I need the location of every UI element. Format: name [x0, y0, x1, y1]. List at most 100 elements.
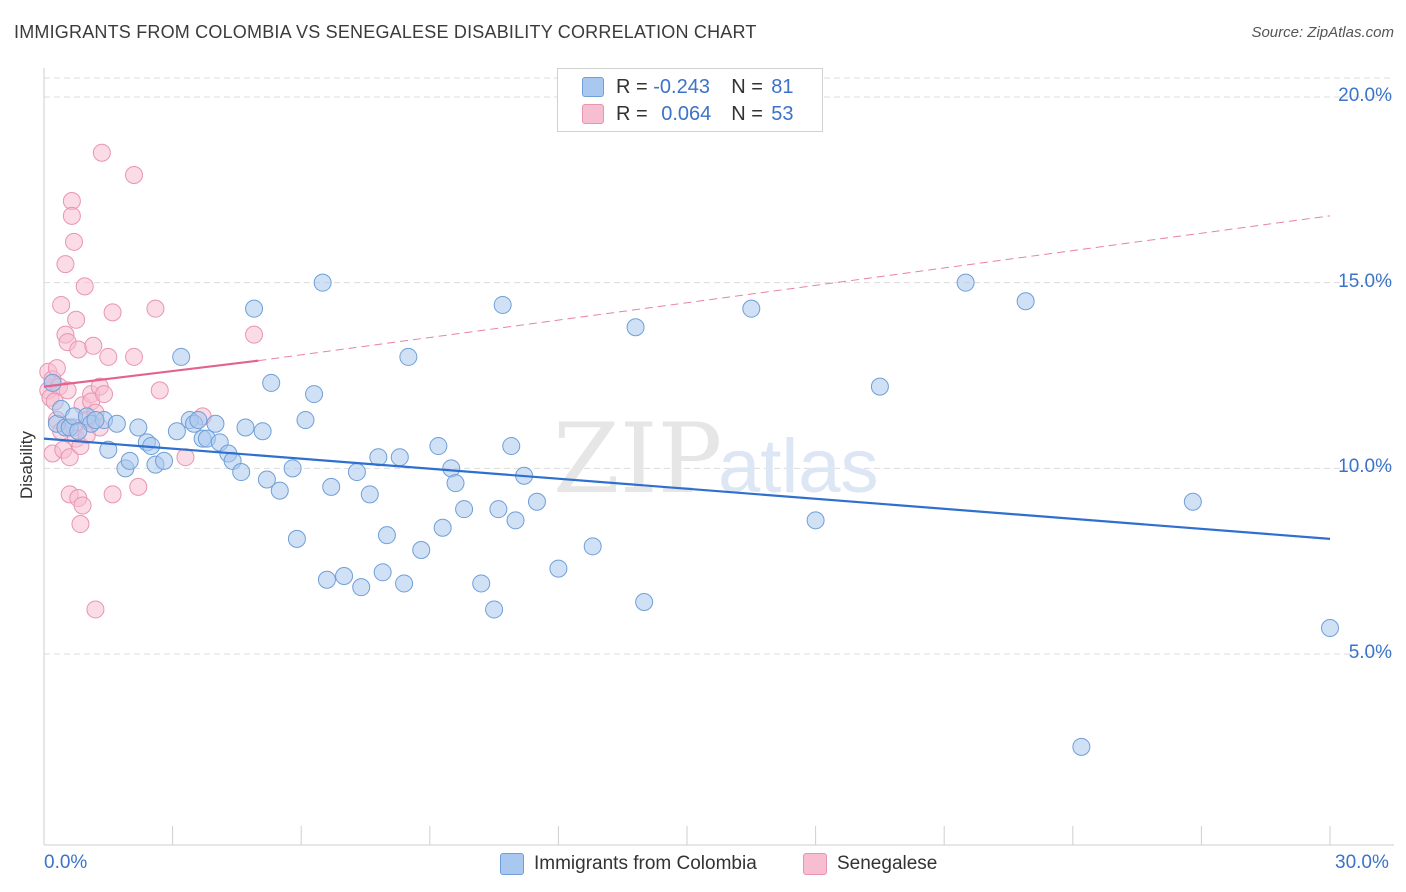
legend-r-value: -0.243 [653, 75, 710, 98]
colombia-point [583, 537, 602, 556]
senegalese-point [99, 347, 118, 366]
colombia-point [335, 567, 354, 586]
colombia-point [347, 463, 366, 482]
colombia-points [43, 273, 1339, 756]
colombia-point [262, 373, 281, 392]
colombia-point [395, 574, 414, 593]
senegalese-point [95, 385, 114, 404]
colombia-point [399, 347, 418, 366]
colombia-point [626, 318, 645, 337]
senegalese-point [62, 206, 81, 225]
colombia-point [313, 273, 332, 292]
senegalese-point [84, 336, 103, 355]
colombia-point [99, 440, 118, 459]
watermark-atlas: atlas [718, 424, 879, 509]
colombia-point [549, 559, 568, 578]
senegalese-point [71, 515, 90, 534]
colombia-point [167, 422, 186, 441]
colombia-point [455, 500, 474, 519]
senegalese-point [150, 381, 169, 400]
senegalese-point [92, 143, 111, 162]
colombia-point [870, 377, 889, 396]
colombia-trend-line [43, 437, 1331, 540]
colombia-point [806, 511, 825, 530]
colombia-point [433, 518, 452, 537]
senegalese-point [103, 303, 122, 322]
colombia-point [956, 273, 975, 292]
chart-title: IMMIGRANTS FROM COLOMBIA VS SENEGALESE D… [14, 22, 757, 42]
senegalese-point [47, 359, 66, 378]
colombia-point [506, 511, 525, 530]
legend-swatch-blue [582, 77, 604, 97]
senegalese-points [39, 143, 264, 619]
senegalese-trend-extension [258, 215, 1331, 362]
colombia-point [253, 422, 272, 441]
bottom-legend-swatch-pink [803, 853, 827, 875]
x-tick-max: 30.0% [1335, 852, 1389, 873]
grid-lines [44, 77, 1394, 655]
stats-legend: R = -0.243 N = 81 R = 0.064 N = 53 [557, 68, 823, 132]
colombia-point [172, 347, 191, 366]
y-tick-label: 15.0% [1338, 270, 1392, 292]
colombia-point [373, 563, 392, 582]
colombia-point [446, 474, 465, 493]
senegalese-point [56, 255, 75, 274]
bottom-legend-senegalese: Senegalese [803, 852, 937, 876]
colombia-point [635, 593, 654, 612]
bottom-legend-label: Immigrants from Colombia [534, 853, 757, 874]
legend-n-value: 53 [771, 102, 794, 125]
y-axis-label: Disability [17, 430, 36, 500]
senegalese-point [65, 232, 84, 251]
colombia-point [270, 481, 289, 500]
senegalese-point [245, 325, 264, 344]
colombia-point [1016, 292, 1035, 311]
y-tick-label: 5.0% [1348, 642, 1392, 663]
colombia-point [493, 295, 512, 314]
colombia-point [305, 385, 324, 404]
colombia-point [1072, 737, 1091, 756]
watermark-zip: ZIP [553, 403, 722, 515]
y-tick-label: 20.0% [1338, 85, 1392, 106]
senegalese-point [75, 277, 94, 296]
watermark: ZIP atlas [553, 403, 879, 515]
colombia-point [352, 578, 371, 597]
colombia-point [322, 477, 341, 496]
colombia-point [489, 500, 508, 519]
colombia-point [412, 541, 431, 560]
legend-row-colombia: R = -0.243 N = 81 [582, 74, 794, 100]
senegalese-point [103, 485, 122, 504]
legend-n-value: 81 [771, 75, 794, 98]
colombia-point [442, 459, 461, 478]
colombia-point [245, 299, 264, 318]
colombia-point [1183, 492, 1202, 511]
trend-lines [43, 215, 1331, 540]
senegalese-point [86, 600, 105, 619]
legend-n-label: N = [731, 102, 763, 125]
bottom-legend-label: Senegalese [837, 853, 938, 874]
senegalese-point [73, 496, 92, 515]
senegalese-point [129, 477, 148, 496]
colombia-point [527, 492, 546, 511]
senegalese-trend-line [43, 359, 259, 388]
colombia-point [429, 437, 448, 456]
colombia-point [120, 451, 139, 470]
bottom-legend-swatch-blue [500, 853, 524, 875]
legend-r-label: R = [616, 102, 648, 125]
senegalese-point [176, 448, 195, 467]
colombia-point [502, 437, 521, 456]
colombia-point [472, 574, 491, 593]
source-label: Source: ZipAtlas.com [1251, 24, 1394, 41]
x-tick-min: 0.0% [44, 852, 88, 873]
legend-r-value: 0.064 [661, 102, 712, 125]
colombia-point [232, 463, 251, 482]
colombia-point [86, 411, 105, 430]
colombia-point [129, 418, 148, 437]
colombia-point [283, 459, 302, 478]
senegalese-point [52, 295, 71, 314]
colombia-point [1321, 619, 1339, 638]
legend-n-label: N = [731, 75, 763, 98]
colombia-point [189, 411, 208, 430]
senegalese-point [58, 381, 77, 400]
senegalese-point [67, 310, 86, 329]
